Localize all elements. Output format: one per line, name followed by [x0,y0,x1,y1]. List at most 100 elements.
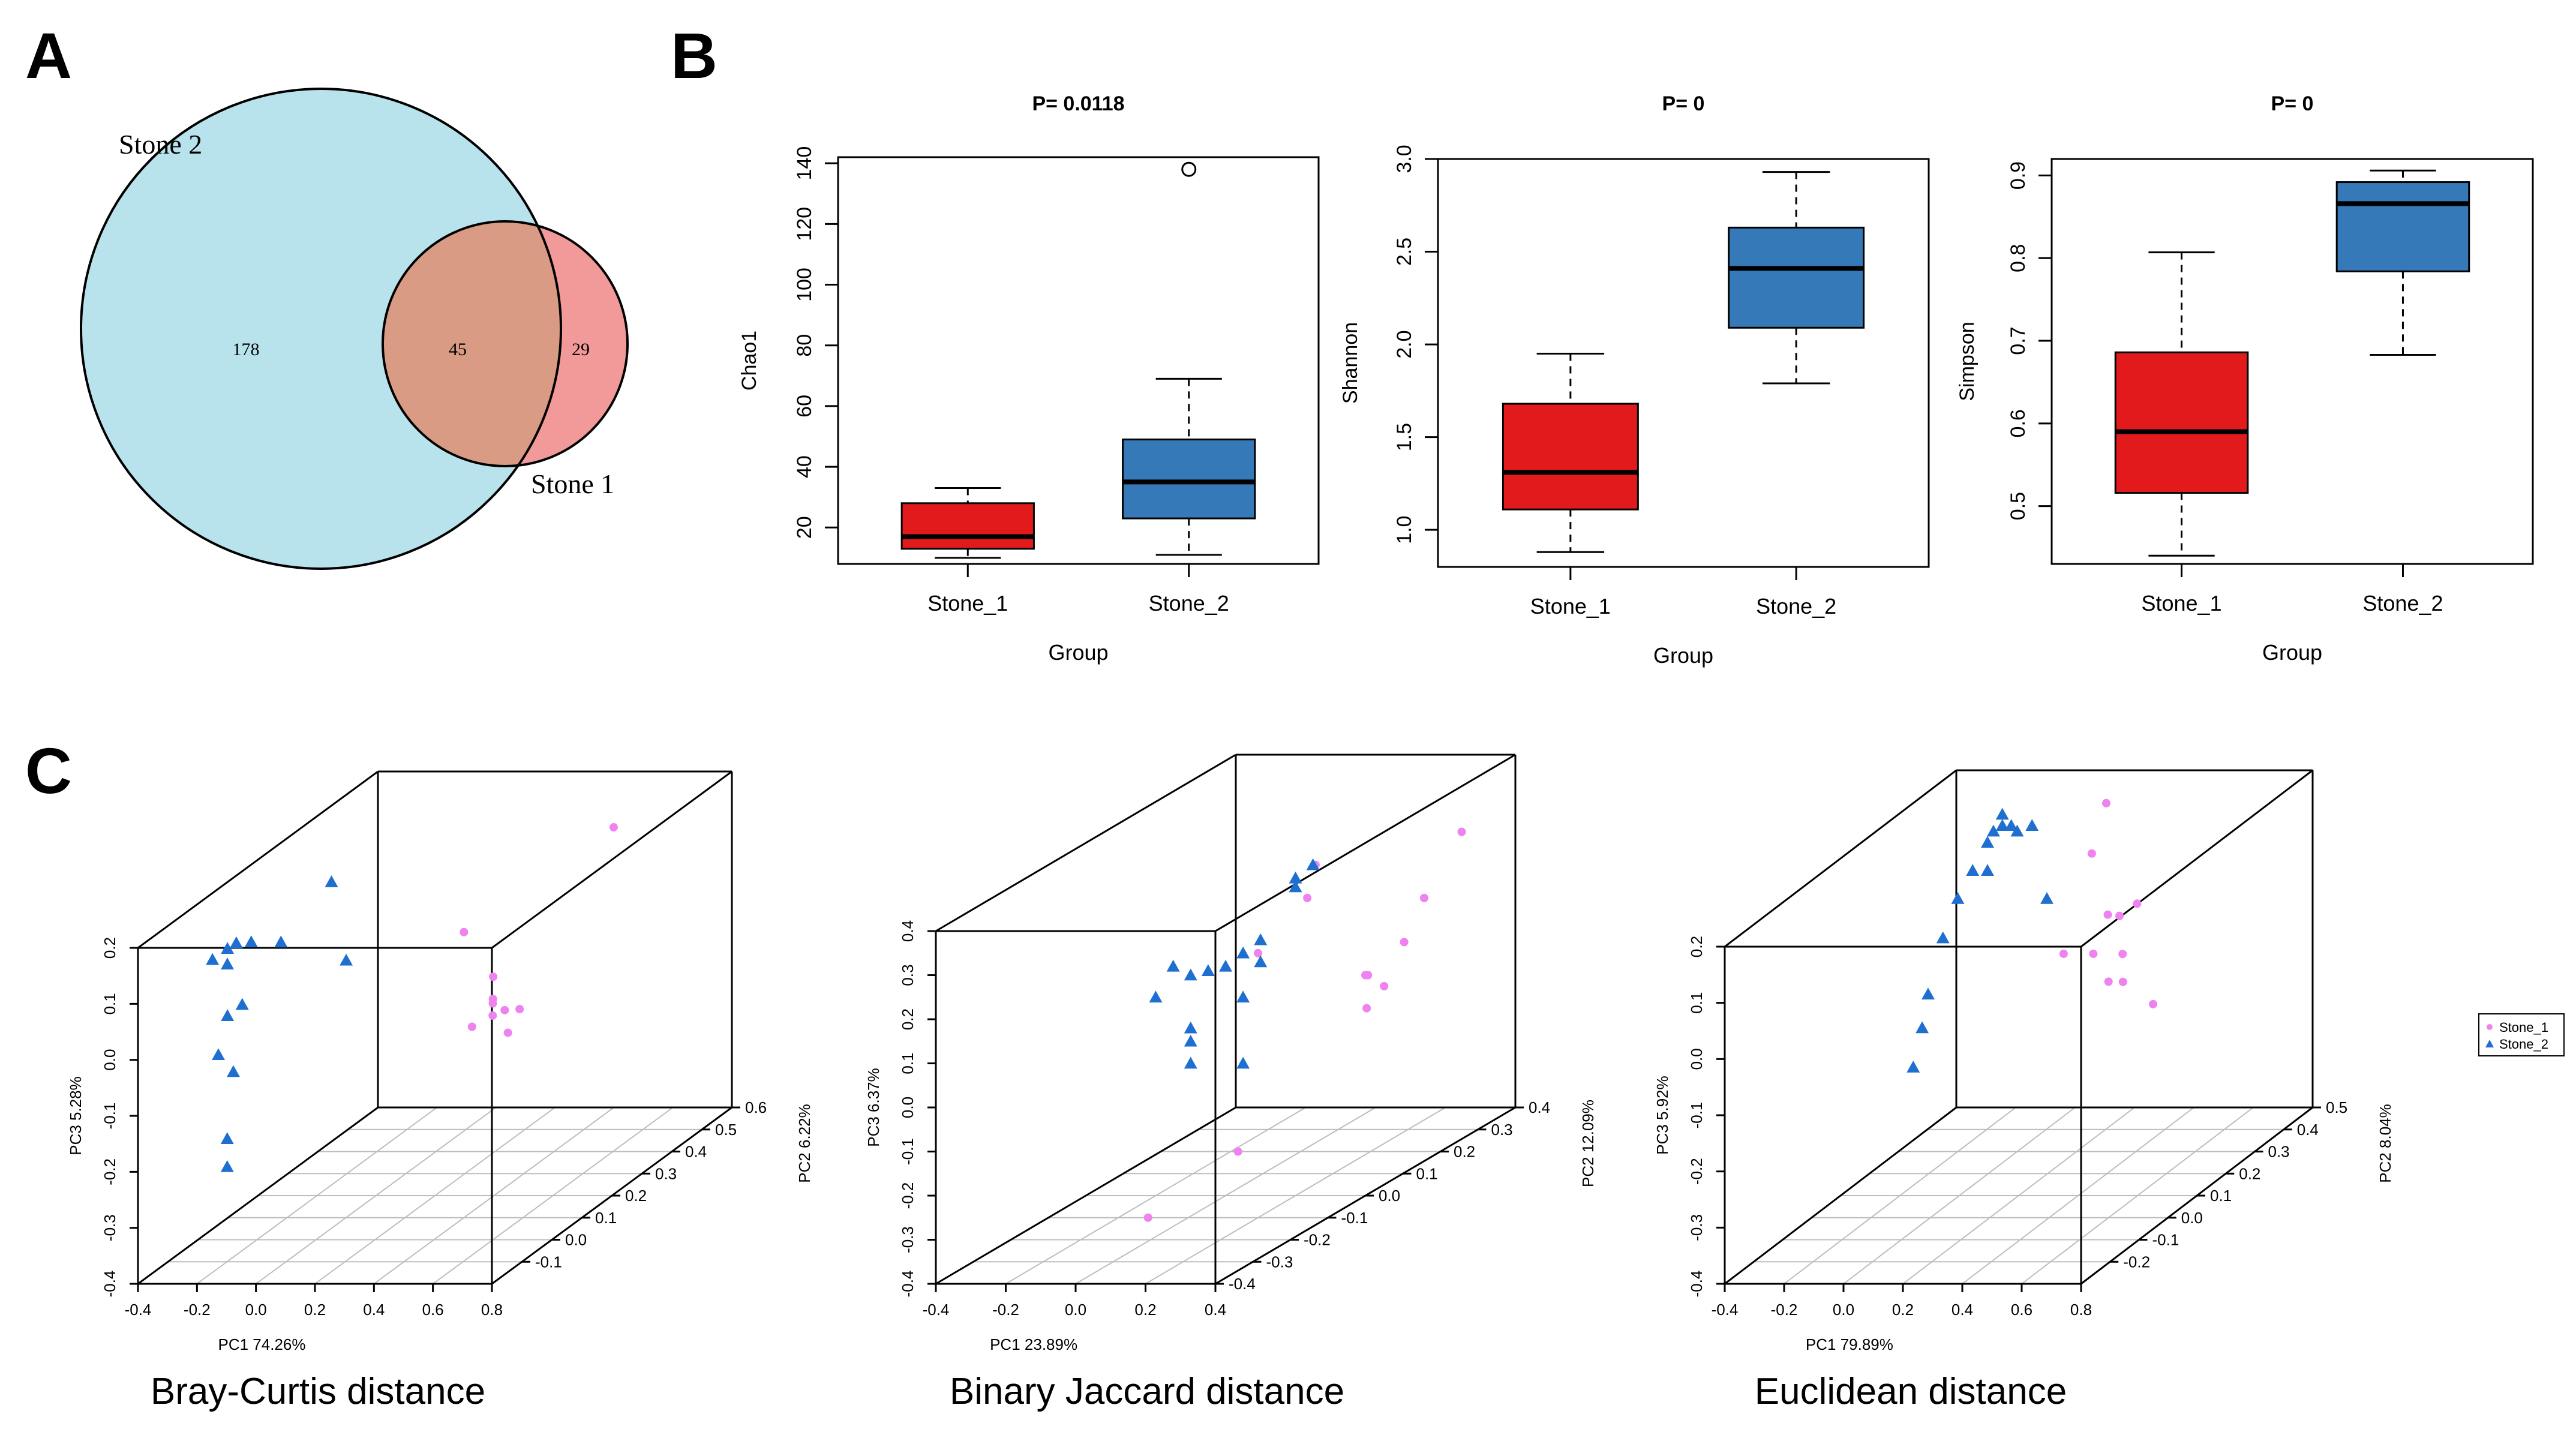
point-stone_2 [1306,858,1320,870]
pcoa-euclidean: -0.4 -0.2 0.0 0.2 0.4 0.6 0.8 PC1 79.89% -0.4 -0.… [1653,769,2394,1412]
z-tick-label: 0.2 [101,937,119,959]
y-tick-label: 0.6 [2007,409,2029,437]
point-stone_2 [1289,871,1302,884]
point-stone_1 [2087,849,2096,858]
point-stone_1 [2133,899,2142,908]
y-tick-label: 2.5 [1393,238,1416,266]
z-axis-label: PC3 6.37% [864,1068,882,1147]
point-stone_2 [2040,892,2053,904]
x-tick-label: -0.2 [1771,1301,1798,1319]
y-tick-label: 120 [793,207,816,241]
point-stone_1 [2102,798,2110,807]
point-stone_2 [1254,933,1268,945]
z-tick-label: -0.2 [1688,1158,1706,1185]
y-axis-label: PC2 6.22% [795,1104,813,1183]
legend-marker-stone_2 [2485,1040,2494,1047]
z-tick-label: 0.0 [1688,1048,1706,1070]
x-tick-label: -0.2 [184,1301,211,1319]
venn-count-stone2-only: 178 [233,340,260,359]
y-tick-label: 0.8 [2007,244,2029,272]
point-stone_2 [325,875,338,887]
point-stone_1 [515,1005,524,1014]
y-tick-label: 1.5 [1393,423,1416,451]
x-tick-label: 0.4 [1951,1301,1973,1319]
pcoa-legend: Stone_1 Stone_2 [2478,1013,2565,1056]
z-tick-label: 0.1 [101,993,119,1014]
z-tick-label: 0.2 [1688,936,1706,957]
point-stone_1 [2118,950,2127,959]
point-stone_2 [2004,819,2018,831]
x-tick-label: Stone_1 [1530,594,1611,619]
venn-overlap [383,221,561,466]
point-stone_2 [1166,959,1180,972]
y-tick-label: 0.5 [2007,492,2029,520]
y-tick-label: -0.3 [1266,1253,1293,1271]
y-tick-label: 0.2 [1454,1143,1475,1161]
legend-label-stone_1: Stone_1 [2499,1020,2548,1035]
point-stone_2 [1995,807,2009,820]
point-stone_1 [2115,911,2124,920]
point-stone_2 [1236,1056,1250,1069]
bounding-box-edge [2080,769,2313,948]
y-tick-label: 3.0 [1393,145,1416,173]
z-tick-label: -0.1 [101,1103,119,1130]
z-tick-label: -0.3 [101,1214,119,1241]
y-tick-label: 0.4 [1529,1098,1550,1116]
y-tick-label: -0.4 [1229,1275,1256,1293]
bounding-box-edge [137,770,379,949]
y-axis-label: PC2 8.04% [2376,1104,2394,1183]
point-stone_2 [340,953,353,966]
point-stone_2 [220,1160,234,1172]
point-stone_2 [1936,931,1950,944]
venn-circle-stone1-outline [382,220,629,467]
venn-circle-stone2-outline [80,88,562,570]
box-iqr-stone_1 [1502,403,1639,511]
box-plot-title: P= 0.0118 [1032,92,1124,115]
panel-label-a: A [25,19,72,92]
legend-label-stone_2: Stone_2 [2499,1037,2548,1052]
venn-count-overlap: 45 [449,340,467,359]
point-stone_2 [221,957,234,969]
y-tick-label: 1.0 [1393,516,1416,544]
point-stone_2 [2025,819,2039,831]
point-stone_1 [1400,938,1409,947]
x-tick-label: 0.4 [1205,1301,1226,1319]
point-stone_2 [1236,990,1250,1003]
bounding-box-edge [1215,753,1516,932]
point-stone_2 [1289,880,1302,893]
bounding-box-edge [137,1106,379,1285]
y-tick-label: 20 [793,516,816,539]
y-tick-label: -0.1 [1341,1209,1368,1227]
z-tick-label: -0.1 [1688,1102,1706,1129]
y-tick-label: -0.2 [2123,1253,2150,1271]
y-tick-label: 2.0 [1393,330,1416,358]
z-axis-label: PC3 5.92% [1653,1076,1671,1155]
z-tick-label: 0.0 [899,1097,917,1118]
boxplot-shannon: P= 0 1.0 1.5 2.0 2.5 3.0 Shannon Stone_1 Stone_2… [1339,92,1930,668]
venn-count-stone1-only: 29 [572,340,590,359]
point-stone_2 [206,953,220,965]
point-stone_1 [2059,949,2068,958]
venn-diagram: Stone 2 Stone 1 178 45 29 [80,88,629,570]
y-tick-label: 0.0 [2181,1209,2203,1227]
y-tick-label: 0.0 [565,1231,587,1249]
y-tick-label: 0.1 [595,1209,617,1227]
y-tick-label: -0.1 [535,1253,562,1271]
x-tick-label: -0.4 [923,1301,950,1319]
point-stone_1 [500,1005,509,1014]
x-tick-label: Stone_2 [1756,594,1836,619]
z-tick-label: -0.4 [899,1271,917,1298]
point-stone_1 [1361,971,1370,980]
box-iqr-stone_2 [2335,181,2470,272]
pcoa-bray-curtis: -0.4 -0.2 0.0 0.2 0.4 0.6 0.8 PC1 74.26% -0.4 -0.… [67,770,813,1412]
y-tick-label: 0.4 [2297,1121,2319,1139]
y-axis-label: Simpson [1956,322,1978,401]
point-stone_1 [2089,949,2098,958]
point-stone_1 [1380,981,1389,990]
x-tick-label: -0.4 [125,1301,152,1319]
boxplot-simpson: P= 0 0.5 0.6 0.7 0.8 0.9 Simpson Stone_1 Stone_2… [1956,92,2534,665]
point-stone_2 [1254,955,1268,968]
point-stone_2 [221,1009,235,1021]
point-stone_2 [1184,968,1197,981]
